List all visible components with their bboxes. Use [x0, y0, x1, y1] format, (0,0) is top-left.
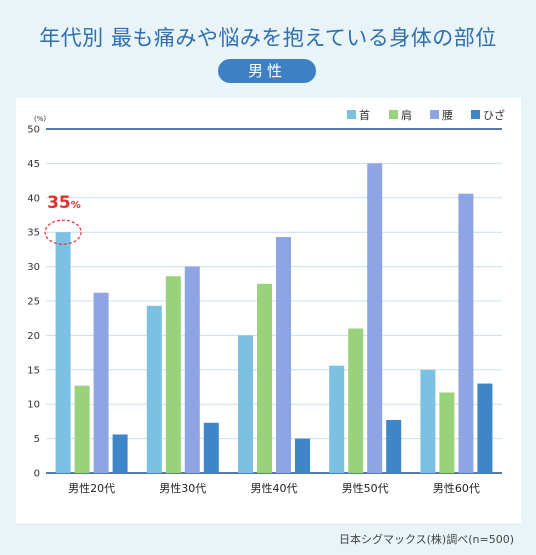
y-tick-label: 40 — [27, 193, 40, 204]
x-tick-labels: 男性20代 男性30代 男性40代 男性50代 男性60代 — [68, 481, 480, 495]
bar-首-男性40代 — [238, 335, 253, 473]
y-tick-label: 0 — [34, 469, 40, 480]
gender-badge: 男性 — [218, 59, 316, 83]
y-tick-label: 30 — [27, 262, 40, 273]
bar-肩-男性40代 — [257, 283, 272, 473]
bar-腰-男性20代 — [93, 292, 109, 473]
bar-首-男性50代 — [329, 365, 345, 473]
y-tick-label: 25 — [27, 297, 40, 308]
source-note: 日本シグマックス(株)調べ(n=500) — [338, 533, 514, 546]
chart-title: 年代別 最も痛みや悩みを抱えている身体の部位 — [39, 26, 497, 50]
y-tick-label: 35 — [27, 228, 40, 239]
y-tick-label: 15 — [27, 365, 40, 376]
x-tick-label: 男性20代 — [68, 481, 115, 495]
legend-label: ひざ — [483, 108, 505, 122]
highlight-label: 35% — [47, 193, 81, 213]
legend-swatch-腰 — [430, 110, 439, 119]
bar-ひざ-男性40代 — [295, 438, 310, 473]
bar-腰-男性50代 — [367, 163, 383, 473]
y-tick-label: 50 — [27, 125, 40, 136]
y-tick-label: 5 — [34, 434, 40, 445]
highlight-circle — [44, 219, 82, 245]
bar-腰-男性60代 — [458, 193, 474, 473]
bar-腰-男性30代 — [184, 266, 200, 473]
bar-肩-男性20代 — [74, 385, 90, 473]
legend-swatch-肩 — [389, 110, 398, 119]
highlight-callout: 35% — [44, 193, 82, 245]
y-tick-label: 10 — [27, 400, 40, 411]
bar-ひざ-男性30代 — [203, 422, 219, 473]
bar-ひざ-男性50代 — [386, 420, 402, 473]
bars — [55, 163, 493, 473]
legend-label: 首 — [359, 108, 370, 122]
bar-肩-男性30代 — [165, 276, 181, 473]
legend: 首 肩 腰 ひざ — [347, 108, 505, 122]
y-tick-labels: 0 5 10 15 20 25 30 35 40 45 50 — [27, 125, 40, 480]
highlight-value: 35 — [47, 193, 71, 213]
y-tick-label: 45 — [27, 159, 40, 170]
legend-label: 肩 — [401, 108, 412, 122]
y-axis-unit-label: (%) — [34, 115, 46, 123]
legend-label: 腰 — [442, 109, 453, 122]
bar-首-男性20代 — [55, 232, 71, 473]
x-tick-label: 男性50代 — [342, 481, 389, 495]
y-tick-label: 20 — [27, 331, 40, 342]
bar-腰-男性40代 — [276, 237, 291, 473]
x-tick-label: 男性40代 — [251, 481, 298, 495]
bar-ひざ-男性20代 — [112, 434, 128, 473]
bar-肩-男性50代 — [348, 328, 364, 473]
bar-首-男性60代 — [420, 369, 436, 473]
legend-swatch-ひざ — [471, 110, 480, 119]
bar-首-男性30代 — [146, 305, 162, 473]
x-tick-label: 男性60代 — [433, 481, 480, 495]
bar-肩-男性60代 — [439, 392, 455, 473]
x-tick-label: 男性30代 — [159, 481, 206, 495]
legend-swatch-首 — [347, 110, 356, 119]
highlight-unit: % — [71, 200, 81, 211]
bar-ひざ-男性60代 — [477, 383, 493, 473]
